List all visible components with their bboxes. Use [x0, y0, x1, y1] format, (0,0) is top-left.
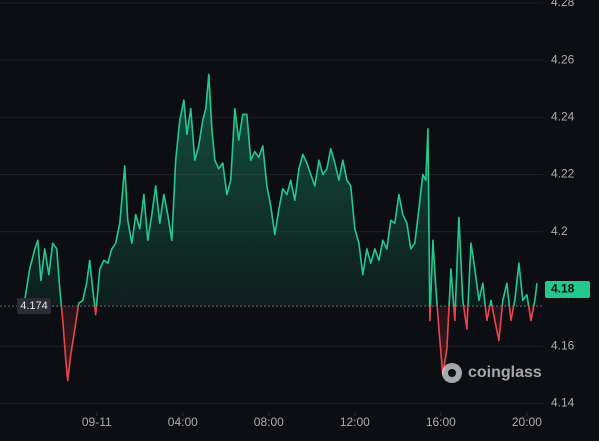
watermark-text: coinglass [468, 364, 542, 381]
y-tick-label: 4.26 [551, 52, 575, 66]
watermark: coinglass [442, 363, 542, 383]
current-price-box [545, 280, 590, 298]
x-tick-label: 12:00 [340, 415, 370, 429]
y-tick-label: 4.28 [551, 0, 575, 9]
x-tick-label: 09-11 [82, 415, 112, 429]
current-price-label: 4.18 [551, 282, 575, 296]
area [24, 74, 537, 381]
x-tick-label: 16:00 [426, 415, 456, 429]
baseline-label: 4.174 [20, 300, 48, 312]
plot [0, 73, 543, 382]
price-line [23, 73, 538, 382]
y-tick-label: 4.22 [551, 167, 575, 181]
x-tick-label: 04:00 [168, 415, 198, 429]
x-tick-label: 20:00 [512, 415, 542, 429]
labels: 4.14 4.16 4.2 4.22 4.24 4.26 4.28 09-11 04:00 08:… [17, 0, 590, 429]
y-tick-label: 4.16 [551, 338, 575, 352]
y-tick-label: 4.2 [551, 224, 568, 238]
baseline-label-box [17, 298, 51, 315]
x-tick-label: 08:00 [254, 415, 284, 429]
y-tick-label: 4.24 [551, 109, 575, 123]
watermark-icon-hole [448, 369, 456, 377]
y-tick-label: 4.14 [551, 396, 575, 410]
